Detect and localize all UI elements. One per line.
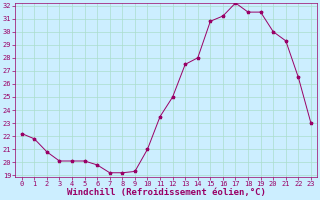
- X-axis label: Windchill (Refroidissement éolien,°C): Windchill (Refroidissement éolien,°C): [67, 188, 266, 197]
